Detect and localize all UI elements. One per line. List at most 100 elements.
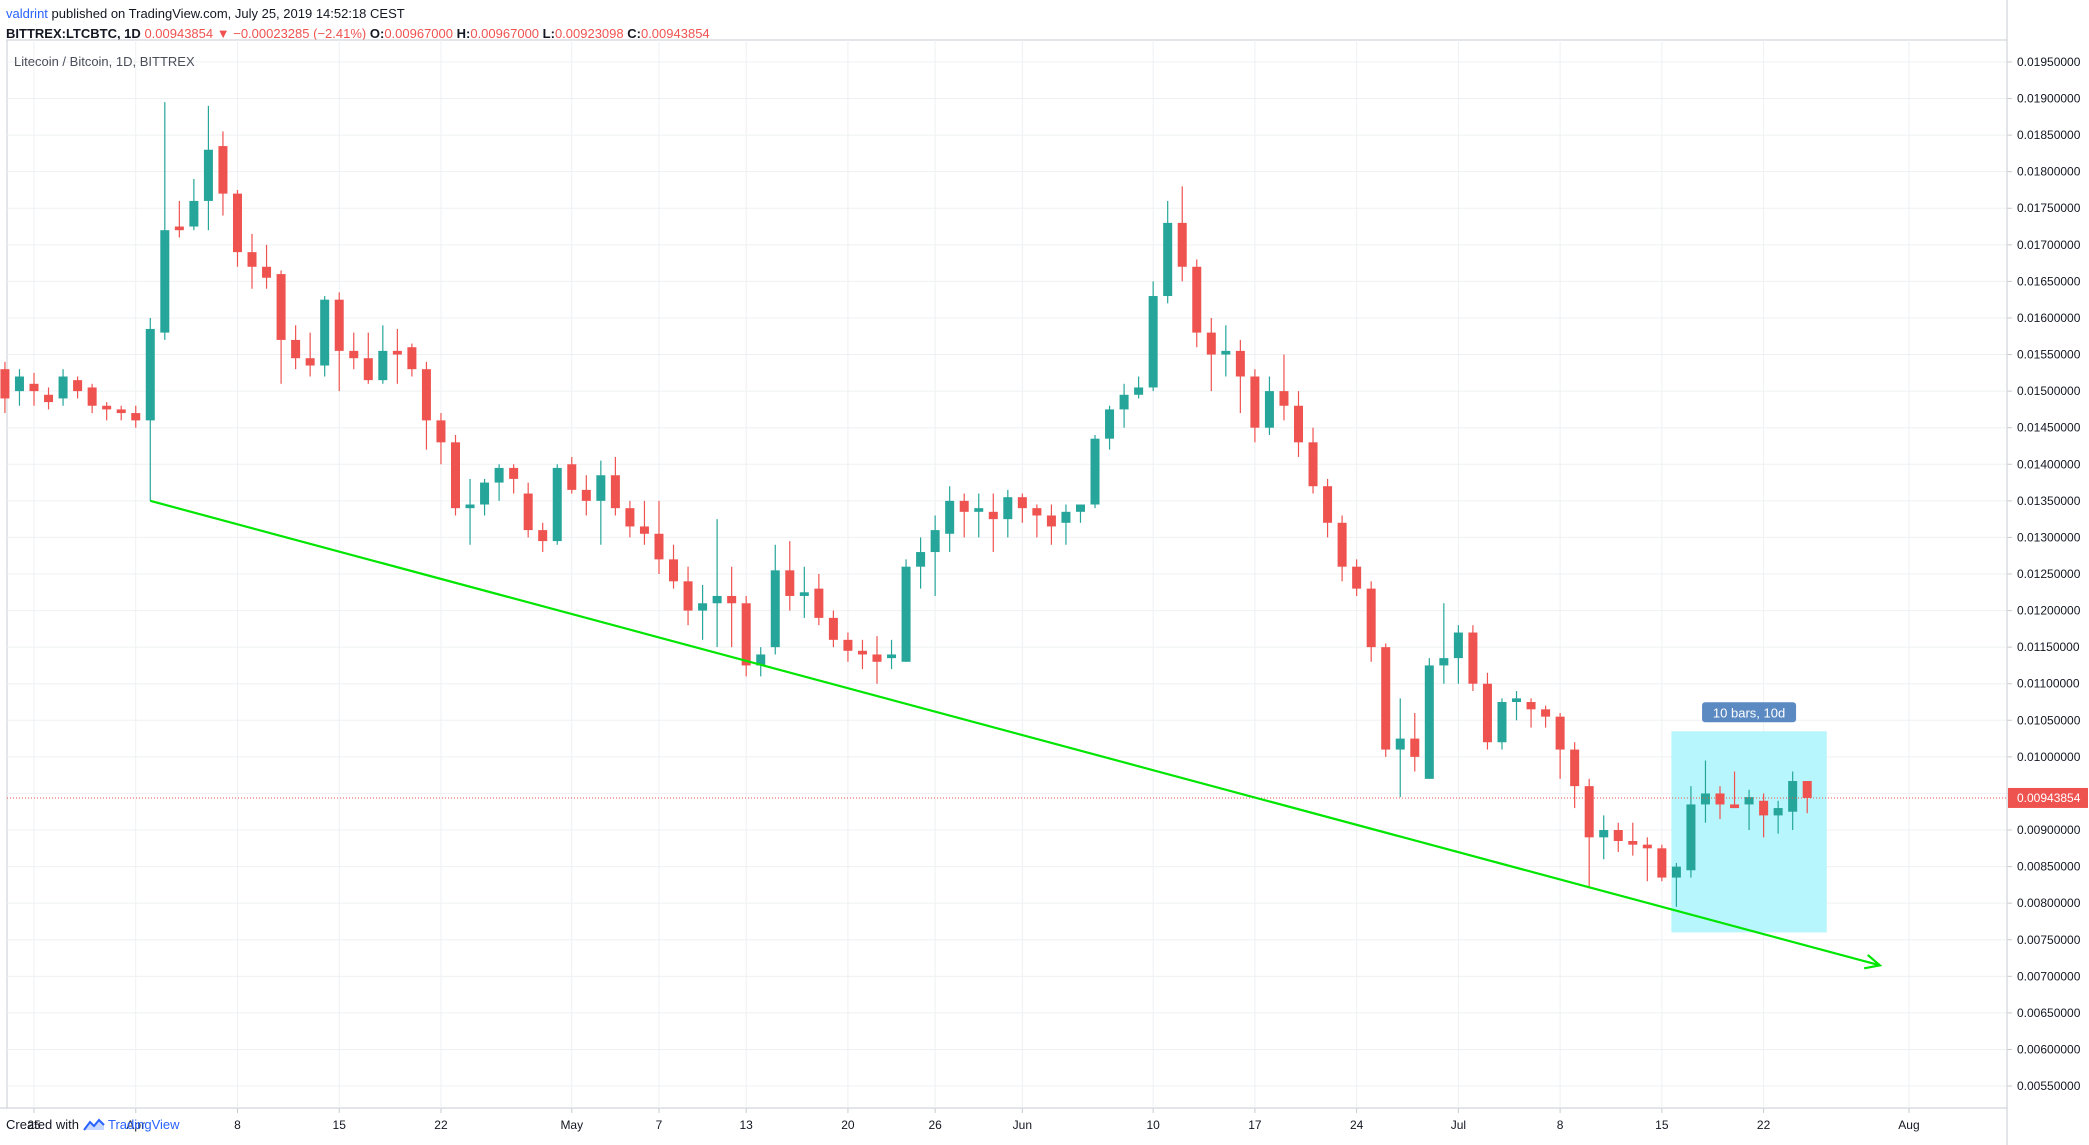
- candle-down[interactable]: [639, 526, 649, 534]
- candle-down[interactable]: [218, 146, 228, 194]
- candle-up[interactable]: [1134, 387, 1144, 395]
- candle-down[interactable]: [683, 581, 693, 611]
- candle-down[interactable]: [334, 299, 344, 351]
- candle-down[interactable]: [349, 350, 359, 359]
- candle-down[interactable]: [1482, 683, 1492, 743]
- candle-up[interactable]: [1512, 698, 1522, 703]
- candle-up[interactable]: [203, 149, 213, 201]
- candle-down[interactable]: [44, 394, 54, 403]
- candle-down[interactable]: [102, 405, 112, 410]
- candle-down[interactable]: [828, 617, 838, 640]
- candle-down[interactable]: [1366, 588, 1376, 648]
- candle-up[interactable]: [1497, 702, 1507, 743]
- candle-down[interactable]: [0, 369, 10, 399]
- candle-up[interactable]: [712, 595, 722, 604]
- candle-up[interactable]: [1439, 658, 1449, 666]
- candle-up[interactable]: [58, 376, 68, 399]
- candle-up[interactable]: [145, 328, 155, 421]
- candle-down[interactable]: [581, 489, 591, 501]
- candle-down[interactable]: [1570, 749, 1580, 787]
- candle-down[interactable]: [1715, 793, 1725, 805]
- candle-down[interactable]: [1206, 332, 1216, 355]
- candle-up[interactable]: [1453, 632, 1463, 659]
- candle-down[interactable]: [87, 387, 97, 406]
- candle-down[interactable]: [1032, 508, 1042, 516]
- candle-down[interactable]: [1308, 442, 1318, 487]
- candle-down[interactable]: [174, 226, 184, 231]
- candle-down[interactable]: [1541, 709, 1551, 717]
- candle-up[interactable]: [945, 500, 955, 534]
- candle-up[interactable]: [1119, 394, 1129, 410]
- candle-down[interactable]: [959, 500, 969, 512]
- candle-up[interactable]: [1003, 497, 1013, 520]
- candle-down[interactable]: [1192, 266, 1202, 333]
- candle-down[interactable]: [785, 570, 795, 596]
- trendline[interactable]: [149, 499, 1881, 967]
- candle-up[interactable]: [916, 552, 926, 567]
- candle-down[interactable]: [1250, 376, 1260, 428]
- candle-down[interactable]: [1017, 497, 1027, 509]
- candle-up[interactable]: [698, 603, 708, 611]
- candle-up[interactable]: [1075, 504, 1085, 512]
- candle-down[interactable]: [407, 347, 417, 370]
- candle-up[interactable]: [160, 230, 170, 333]
- candle-up[interactable]: [480, 482, 490, 505]
- candle-up[interactable]: [465, 504, 475, 509]
- candle-down[interactable]: [450, 442, 461, 509]
- candle-up[interactable]: [189, 200, 199, 227]
- candle-down[interactable]: [305, 358, 315, 366]
- candle-down[interactable]: [262, 266, 272, 278]
- candle-down[interactable]: [654, 533, 664, 560]
- candle-up[interactable]: [378, 350, 388, 381]
- candle-down[interactable]: [669, 559, 679, 582]
- candle-up[interactable]: [770, 570, 780, 648]
- candle-down[interactable]: [1279, 391, 1289, 406]
- candle-down[interactable]: [857, 650, 867, 655]
- candle-down[interactable]: [73, 380, 83, 392]
- tradingview-logo[interactable]: TradingView: [83, 1117, 180, 1132]
- candle-down[interactable]: [1555, 716, 1565, 750]
- author-name[interactable]: valdrint: [6, 6, 48, 21]
- candle-down[interactable]: [29, 383, 39, 392]
- candle-up[interactable]: [494, 467, 504, 483]
- candle-up[interactable]: [1163, 222, 1173, 297]
- candle-up[interactable]: [1264, 391, 1274, 428]
- candle-down[interactable]: [872, 654, 882, 662]
- candle-up[interactable]: [1424, 665, 1434, 779]
- candle-down[interactable]: [988, 511, 998, 520]
- candle-down[interactable]: [276, 274, 286, 340]
- candle-up[interactable]: [1686, 804, 1696, 871]
- candle-down[interactable]: [538, 530, 548, 542]
- candle-down[interactable]: [1352, 566, 1362, 589]
- candle-down[interactable]: [392, 350, 402, 355]
- candle-down[interactable]: [567, 464, 577, 490]
- candle-down[interactable]: [291, 339, 301, 359]
- candle-up[interactable]: [1221, 350, 1231, 355]
- candle-up[interactable]: [14, 376, 24, 392]
- candle-up[interactable]: [901, 566, 911, 662]
- candle-down[interactable]: [1337, 522, 1347, 567]
- candle-down[interactable]: [1613, 830, 1623, 841]
- candle-up[interactable]: [1105, 409, 1115, 439]
- candle-down[interactable]: [421, 369, 431, 421]
- candle-down[interactable]: [814, 588, 824, 618]
- candle-down[interactable]: [610, 475, 620, 509]
- candle-up[interactable]: [1148, 296, 1158, 388]
- candle-up[interactable]: [1090, 438, 1100, 505]
- candle-down[interactable]: [116, 409, 126, 414]
- candle-down[interactable]: [1628, 841, 1638, 845]
- candle-up[interactable]: [552, 467, 562, 542]
- candle-down[interactable]: [247, 252, 257, 267]
- candle-down[interactable]: [436, 420, 446, 443]
- candle-up[interactable]: [1744, 797, 1754, 805]
- candle-down[interactable]: [1642, 844, 1652, 849]
- candle-down[interactable]: [1759, 800, 1769, 816]
- candle-down[interactable]: [843, 639, 853, 651]
- candle-up[interactable]: [930, 530, 940, 553]
- candle-down[interactable]: [523, 493, 533, 531]
- candle-down[interactable]: [509, 467, 519, 479]
- candle-down[interactable]: [1293, 405, 1304, 443]
- candle-up[interactable]: [1788, 781, 1798, 812]
- candle-down[interactable]: [1802, 781, 1812, 798]
